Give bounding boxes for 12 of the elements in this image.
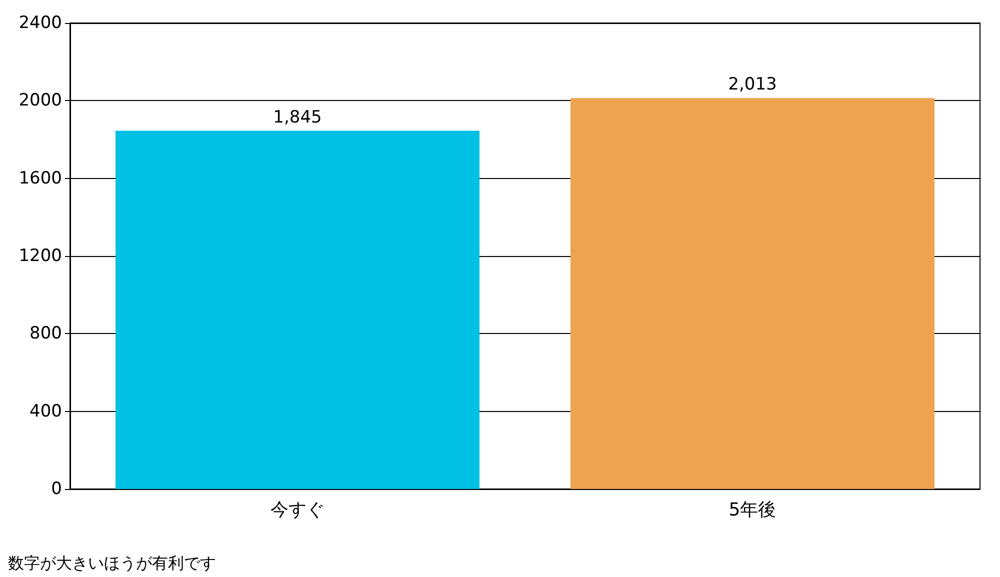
- y-tick-label: 1600: [18, 168, 62, 188]
- text: 数字が大きいほうが有利です: [8, 554, 216, 572]
- x-tick-label: 5年後: [728, 500, 776, 520]
- data-label: 2,013: [728, 74, 777, 95]
- y-tick-label: 0: [51, 479, 62, 499]
- data-label: 1,845: [273, 107, 322, 128]
- y-tick-label: 800: [30, 324, 62, 344]
- y-tick-label: 2000: [18, 90, 62, 111]
- y-tick-label: 2400: [18, 13, 62, 33]
- x-tick-label: 今すぐ: [270, 500, 324, 520]
- y-tick-label: 1200: [18, 246, 62, 266]
- y-tick-label: 400: [30, 401, 62, 422]
